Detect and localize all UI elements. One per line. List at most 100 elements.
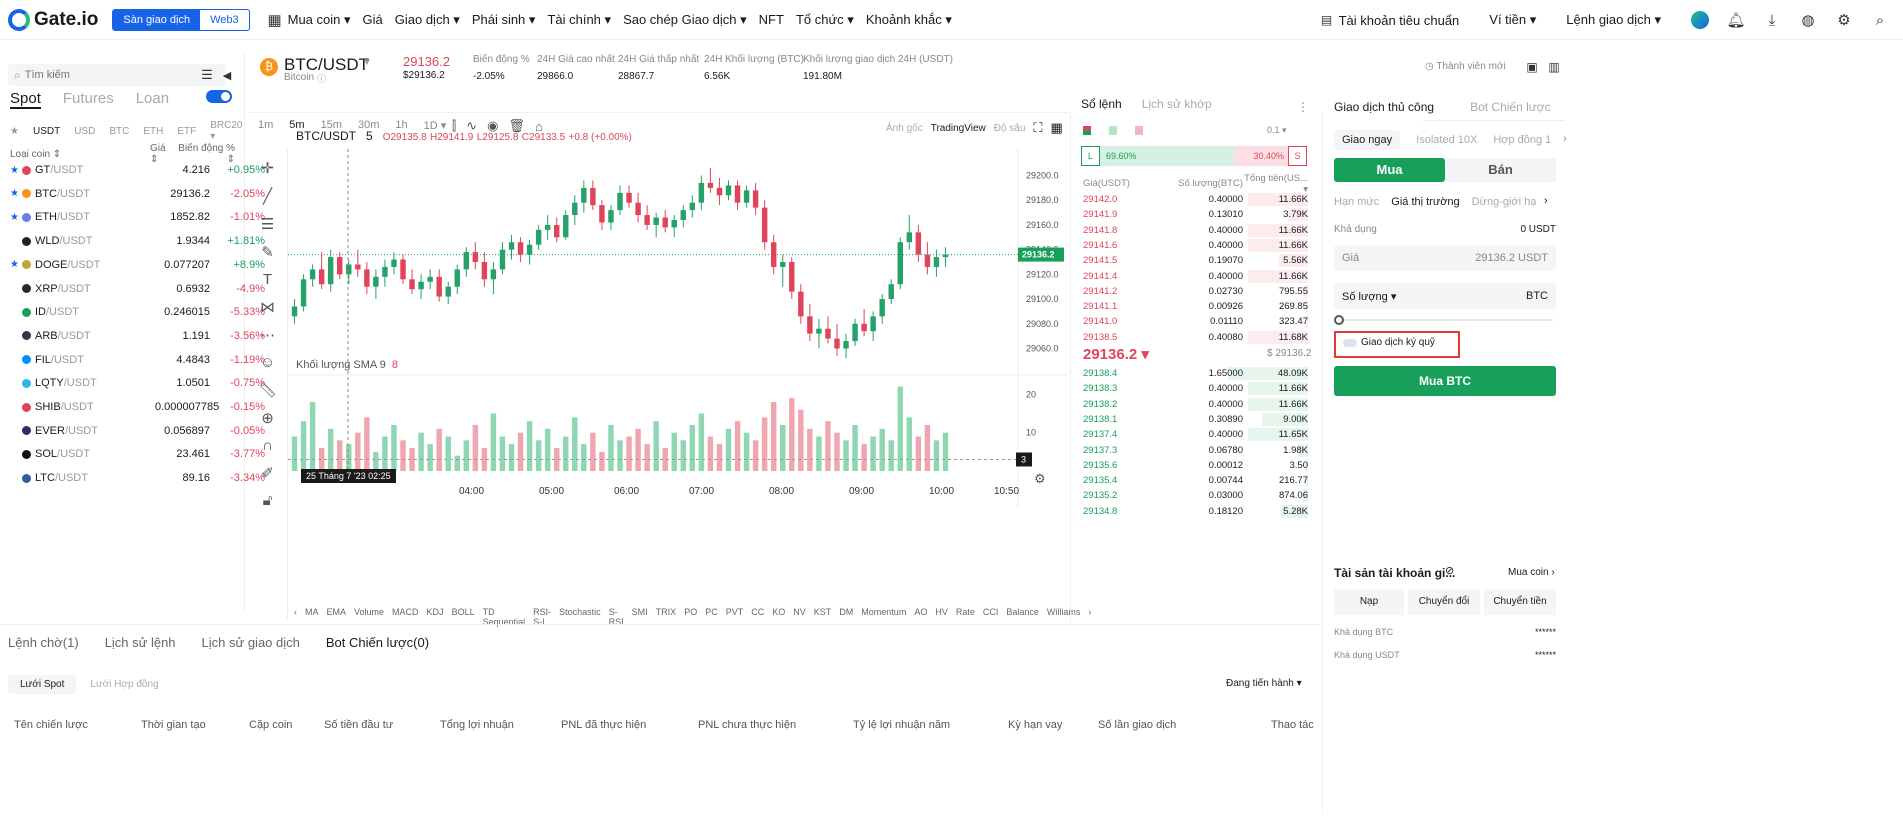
book-row[interactable]: 29141.5 0.19070 5.56K — [1083, 253, 1308, 268]
amount-slider[interactable] — [1334, 315, 1553, 325]
list-item[interactable]: ★ ID/USDT 0.246015 -5.33% — [0, 300, 290, 324]
pair-dropdown-icon[interactable]: ▼ — [362, 57, 372, 68]
mode-bids-icon[interactable] — [1109, 126, 1117, 135]
favorite-star-icon[interactable]: ★ — [10, 283, 20, 294]
col-price[interactable]: Giá ⇕ — [150, 143, 166, 165]
brush-icon[interactable]: ✎ — [261, 244, 274, 261]
indicator-option[interactable]: Stochastic — [559, 607, 601, 617]
quote-tab[interactable]: ETH — [143, 125, 164, 137]
tab-manual-trade[interactable]: Giao dịch thủ công — [1334, 100, 1435, 114]
timeframe-option[interactable]: 30m — [357, 119, 380, 131]
avatar[interactable] — [1691, 11, 1709, 29]
tab-loan[interactable]: Loan — [135, 90, 170, 107]
text-icon[interactable]: T — [262, 271, 273, 288]
transfer-button[interactable]: Chuyển tiền — [1484, 589, 1556, 615]
lock-icon[interactable]: 🔓︎ — [262, 492, 273, 509]
ruler-icon[interactable]: 📏︎ — [257, 382, 278, 399]
indicator-option[interactable]: DM — [839, 607, 854, 617]
deposit-button[interactable]: Nạp — [1334, 589, 1404, 615]
tab-spot-trade[interactable]: Giao ngay — [1334, 130, 1401, 150]
fullscreen-icon[interactable]: ⛶ — [1033, 120, 1043, 135]
nav-item[interactable]: Phái sinh ▾ — [471, 11, 536, 27]
quantity-field-label[interactable]: Số lượng ▾ — [1342, 290, 1397, 303]
book-row[interactable]: 29141.0 0.01110 323.47 — [1083, 314, 1308, 329]
bell-icon[interactable]: 🔔︎ — [1726, 12, 1746, 29]
list-item[interactable]: ★ FIL/USDT 4.4843 -1.19% — [0, 348, 290, 372]
slider-handle[interactable] — [1334, 315, 1344, 325]
submit-buy-button[interactable]: Mua BTC — [1334, 366, 1556, 396]
collapse-panel-icon[interactable]: ◀ — [222, 69, 232, 82]
indicator-option[interactable]: TRIX — [655, 607, 677, 617]
orders-tab[interactable]: Bot Chiến lược(0) — [325, 635, 430, 650]
panel-icon[interactable]: ▥ — [1548, 60, 1560, 74]
nav-item[interactable]: Giá — [362, 12, 383, 27]
nav-item[interactable]: Sao chép Giao dịch ▾ — [623, 11, 747, 27]
book-row[interactable]: 29138.5 0.40080 11.68K — [1083, 330, 1308, 345]
star-icon[interactable]: ★ — [10, 125, 19, 137]
favorite-star-icon[interactable]: ★ — [10, 236, 20, 247]
indicator-option[interactable]: PVT — [725, 607, 744, 617]
favorite-star-icon[interactable]: ★ — [10, 402, 20, 413]
indicator-option[interactable]: Volume — [354, 607, 385, 617]
indicator-option[interactable]: S-RSI — [608, 607, 624, 627]
tab-isolated[interactable]: Isolated 10X — [1416, 134, 1478, 146]
web3-toggle[interactable]: Web3 — [210, 13, 239, 26]
view-original[interactable]: Ảnh gốc — [886, 122, 923, 134]
nav-item[interactable]: Giao dịch ▾ — [394, 11, 460, 27]
wallet-menu[interactable]: Ví tiền ▾ — [1489, 12, 1537, 27]
book-row[interactable]: 29134.8 0.18120 5.28K — [1083, 504, 1308, 519]
col-change[interactable]: Biến động % ⇕ — [178, 143, 235, 165]
list-item[interactable]: ★ ETH/USDT 1852.82 -1.01% — [0, 205, 290, 229]
type-market[interactable]: Giá thị trường — [1391, 196, 1460, 208]
margin-trade-checkbox[interactable]: Giao dịch ký quỹ — [1343, 337, 1435, 348]
nav-item[interactable]: Khoảnh khắc ▾ — [865, 11, 952, 27]
emoji-icon[interactable]: ☺ — [259, 354, 276, 371]
account-type-link[interactable]: ▤ Tài khoản tiêu chuẩn — [1318, 11, 1459, 29]
tab-futures[interactable]: Futures — [62, 90, 114, 107]
mode-both-icon[interactable] — [1083, 126, 1091, 135]
indicator-option[interactable]: Balance — [1006, 607, 1039, 617]
precision-select[interactable]: 0.1 ▾ — [1267, 125, 1287, 135]
book-row[interactable]: 29135.4 0.00744 216.77 — [1083, 473, 1308, 488]
favorite-star-icon[interactable]: ★ — [10, 259, 19, 271]
layout-icon[interactable]: ▣ — [1526, 60, 1538, 74]
lock-draw-icon[interactable]: ✐ — [261, 465, 274, 482]
book-row[interactable]: 29137.4 0.40000 11.65K — [1083, 427, 1308, 442]
indicator-option[interactable]: AO — [914, 607, 928, 617]
indicator-option[interactable]: PO — [684, 607, 698, 617]
forecast-icon[interactable]: ⋯ — [260, 327, 275, 344]
book-row[interactable]: 29142.0 0.40000 11.66K — [1083, 192, 1308, 207]
market-search-input[interactable] — [24, 69, 205, 81]
indicator-option[interactable]: KDJ — [426, 607, 444, 617]
indicator-option[interactable]: SMI — [631, 607, 648, 617]
favorite-star-icon[interactable]: ★ — [10, 449, 20, 460]
download-icon[interactable]: ⤓ — [1768, 11, 1776, 29]
timeframe-option[interactable]: 1m — [258, 119, 274, 131]
indicator-option[interactable]: Rate — [955, 607, 975, 617]
view-depth[interactable]: Độ sâu — [993, 122, 1026, 134]
favorite-star-icon[interactable]: ★ — [10, 354, 20, 365]
list-item[interactable]: ★ DOGE/USDT 0.077207 +8.9% — [0, 253, 290, 277]
list-item[interactable]: ★ BTC/USDT 29136.2 -2.05% — [0, 182, 290, 206]
buy-tab[interactable]: Mua — [1334, 158, 1445, 182]
book-row[interactable]: 29137.3 0.06780 1.98K — [1083, 443, 1308, 458]
sell-tab[interactable]: Bán — [1445, 158, 1556, 182]
favorite-star-icon[interactable]: ★ — [10, 425, 20, 436]
tab-futures-trade[interactable]: Hợp đồng 1 — [1493, 134, 1552, 146]
mode-asks-icon[interactable] — [1135, 126, 1143, 135]
crosshair-icon[interactable]: ✛ — [261, 160, 274, 177]
market-toggle[interactable] — [206, 90, 232, 103]
favorite-star-icon[interactable]: ★ — [10, 330, 20, 341]
list-item[interactable]: ★ ARB/USDT 1.191 -3.56% — [0, 324, 290, 348]
chart-settings-icon[interactable]: ⚙︎ — [1034, 471, 1046, 486]
tab-futures-grid[interactable]: Lưới Hợp đồng — [90, 679, 159, 690]
favorite-star-icon[interactable]: ★ — [10, 307, 20, 318]
orders-menu[interactable]: Lệnh giao dịch ▾ — [1566, 12, 1661, 27]
exchange-toggle[interactable]: Sàn giao dịch — [113, 9, 201, 30]
candle-style-icon[interactable]: ⫿ — [452, 118, 457, 133]
view-tradingview[interactable]: TradingView — [930, 122, 986, 134]
indicator-option[interactable]: KST — [813, 607, 832, 617]
fib-icon[interactable]: ☰ — [260, 216, 275, 233]
grid-layout-icon[interactable]: ▦ — [1050, 120, 1063, 135]
